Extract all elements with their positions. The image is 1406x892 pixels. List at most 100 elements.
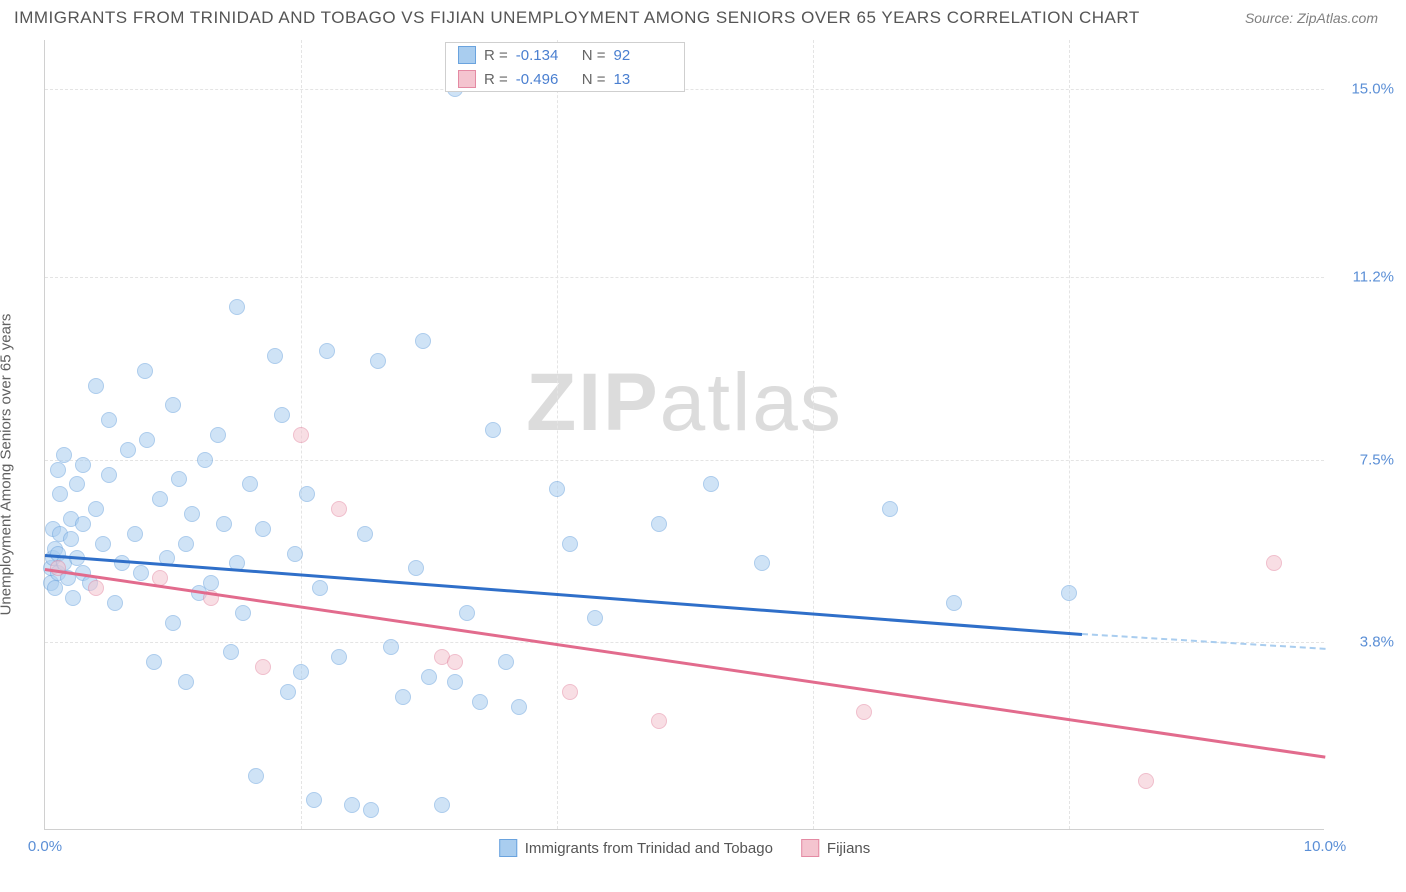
data-point xyxy=(235,605,251,621)
legend-label: Fijians xyxy=(827,840,870,857)
data-point xyxy=(63,531,79,547)
data-point xyxy=(274,407,290,423)
data-point xyxy=(75,516,91,532)
data-point xyxy=(171,471,187,487)
data-point xyxy=(248,768,264,784)
data-point xyxy=(178,536,194,552)
data-point xyxy=(511,699,527,715)
legend-swatch xyxy=(801,839,819,857)
data-point xyxy=(88,580,104,596)
data-point xyxy=(312,580,328,596)
data-point xyxy=(1138,773,1154,789)
legend-swatch xyxy=(458,70,476,88)
data-point xyxy=(344,797,360,813)
legend-item: Immigrants from Trinidad and Tobago xyxy=(499,839,773,857)
page-title: IMMIGRANTS FROM TRINIDAD AND TOBAGO VS F… xyxy=(14,8,1140,28)
data-point xyxy=(255,659,271,675)
data-point xyxy=(216,516,232,532)
data-point xyxy=(293,664,309,680)
data-point xyxy=(370,353,386,369)
x-tick-label: 0.0% xyxy=(28,838,62,855)
data-point xyxy=(203,575,219,591)
trend-line xyxy=(45,568,1325,758)
gridline-v xyxy=(557,40,558,829)
gridline-h xyxy=(45,642,1324,643)
data-point xyxy=(50,462,66,478)
series-legend: Immigrants from Trinidad and Tobago Fijia… xyxy=(499,839,871,857)
data-point xyxy=(459,605,475,621)
data-point xyxy=(52,486,68,502)
data-point xyxy=(137,363,153,379)
data-point xyxy=(319,343,335,359)
data-point xyxy=(562,684,578,700)
data-point xyxy=(88,378,104,394)
y-tick-label: 3.8% xyxy=(1334,634,1394,651)
data-point xyxy=(133,565,149,581)
data-point xyxy=(1061,585,1077,601)
data-point xyxy=(280,684,296,700)
data-point xyxy=(754,555,770,571)
data-point xyxy=(184,506,200,522)
data-point xyxy=(587,610,603,626)
data-point xyxy=(357,526,373,542)
scatter-plot: ZIPatlas 3.8%7.5%11.2%15.0%0.0%10.0%R =-… xyxy=(44,40,1324,830)
chart-container: Unemployment Among Seniors over 65 years… xyxy=(0,32,1406,880)
data-point xyxy=(210,427,226,443)
data-point xyxy=(485,422,501,438)
watermark: ZIPatlas xyxy=(526,356,843,450)
data-point xyxy=(331,501,347,517)
data-point xyxy=(306,792,322,808)
data-point xyxy=(75,457,91,473)
data-point xyxy=(703,476,719,492)
data-point xyxy=(165,615,181,631)
data-point xyxy=(120,442,136,458)
y-tick-label: 7.5% xyxy=(1334,451,1394,468)
data-point xyxy=(946,595,962,611)
stats-legend-row: R =-0.134N =92 xyxy=(446,43,684,67)
data-point xyxy=(287,546,303,562)
data-point xyxy=(651,713,667,729)
data-point xyxy=(101,467,117,483)
data-point xyxy=(415,333,431,349)
data-point xyxy=(299,486,315,502)
data-point xyxy=(127,526,143,542)
data-point xyxy=(242,476,258,492)
data-point xyxy=(395,689,411,705)
data-point xyxy=(88,501,104,517)
data-point xyxy=(267,348,283,364)
data-point xyxy=(472,694,488,710)
data-point xyxy=(255,521,271,537)
gridline-h xyxy=(45,460,1324,461)
data-point xyxy=(139,432,155,448)
gridline-v xyxy=(1069,40,1070,829)
data-point xyxy=(95,536,111,552)
data-point xyxy=(383,639,399,655)
gridline-v xyxy=(813,40,814,829)
data-point xyxy=(152,491,168,507)
data-point xyxy=(498,654,514,670)
data-point xyxy=(363,802,379,818)
data-point xyxy=(56,447,72,463)
legend-swatch xyxy=(499,839,517,857)
data-point xyxy=(223,644,239,660)
trend-line xyxy=(1082,633,1325,650)
data-point xyxy=(856,704,872,720)
gridline-h xyxy=(45,277,1324,278)
legend-item: Fijians xyxy=(801,839,870,857)
data-point xyxy=(65,590,81,606)
data-point xyxy=(331,649,347,665)
data-point xyxy=(165,397,181,413)
data-point xyxy=(178,674,194,690)
data-point xyxy=(107,595,123,611)
data-point xyxy=(549,481,565,497)
legend-label: Immigrants from Trinidad and Tobago xyxy=(525,840,773,857)
y-axis-label: Unemployment Among Seniors over 65 years xyxy=(0,314,15,616)
stats-legend-row: R =-0.496N =13 xyxy=(446,67,684,91)
data-point xyxy=(882,501,898,517)
data-point xyxy=(447,674,463,690)
data-point xyxy=(101,412,117,428)
y-tick-label: 11.2% xyxy=(1334,269,1394,286)
header: IMMIGRANTS FROM TRINIDAD AND TOBAGO VS F… xyxy=(0,0,1406,32)
y-tick-label: 15.0% xyxy=(1334,81,1394,98)
data-point xyxy=(562,536,578,552)
